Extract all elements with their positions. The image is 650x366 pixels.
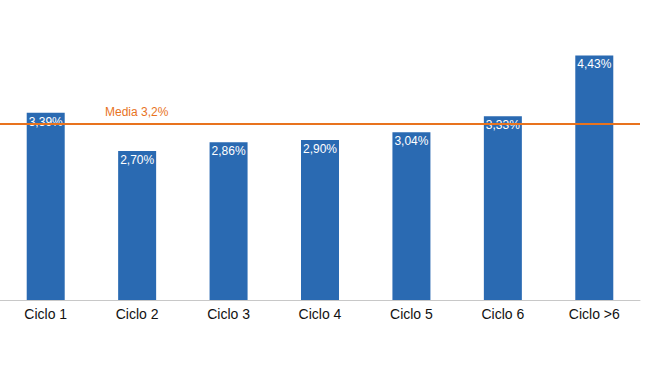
svg-text:Ciclo 4: Ciclo 4	[299, 306, 342, 322]
svg-text:Ciclo >6: Ciclo >6	[569, 306, 620, 322]
svg-text:Ciclo 5: Ciclo 5	[390, 306, 433, 322]
svg-text:2,70%: 2,70%	[120, 153, 154, 167]
svg-text:Ciclo 3: Ciclo 3	[207, 306, 250, 322]
svg-text:3,04%: 3,04%	[394, 134, 428, 148]
svg-text:3,39%: 3,39%	[29, 115, 63, 129]
svg-text:Media 3,2%: Media 3,2%	[105, 105, 169, 119]
svg-text:2,90%: 2,90%	[303, 142, 337, 156]
svg-text:Ciclo 1: Ciclo 1	[24, 306, 67, 322]
svg-text:Ciclo 2: Ciclo 2	[116, 306, 159, 322]
svg-text:4,43%: 4,43%	[577, 57, 611, 71]
svg-text:Ciclo 6: Ciclo 6	[481, 306, 524, 322]
svg-text:3,33%: 3,33%	[486, 118, 520, 132]
svg-text:2,86%: 2,86%	[212, 144, 246, 158]
